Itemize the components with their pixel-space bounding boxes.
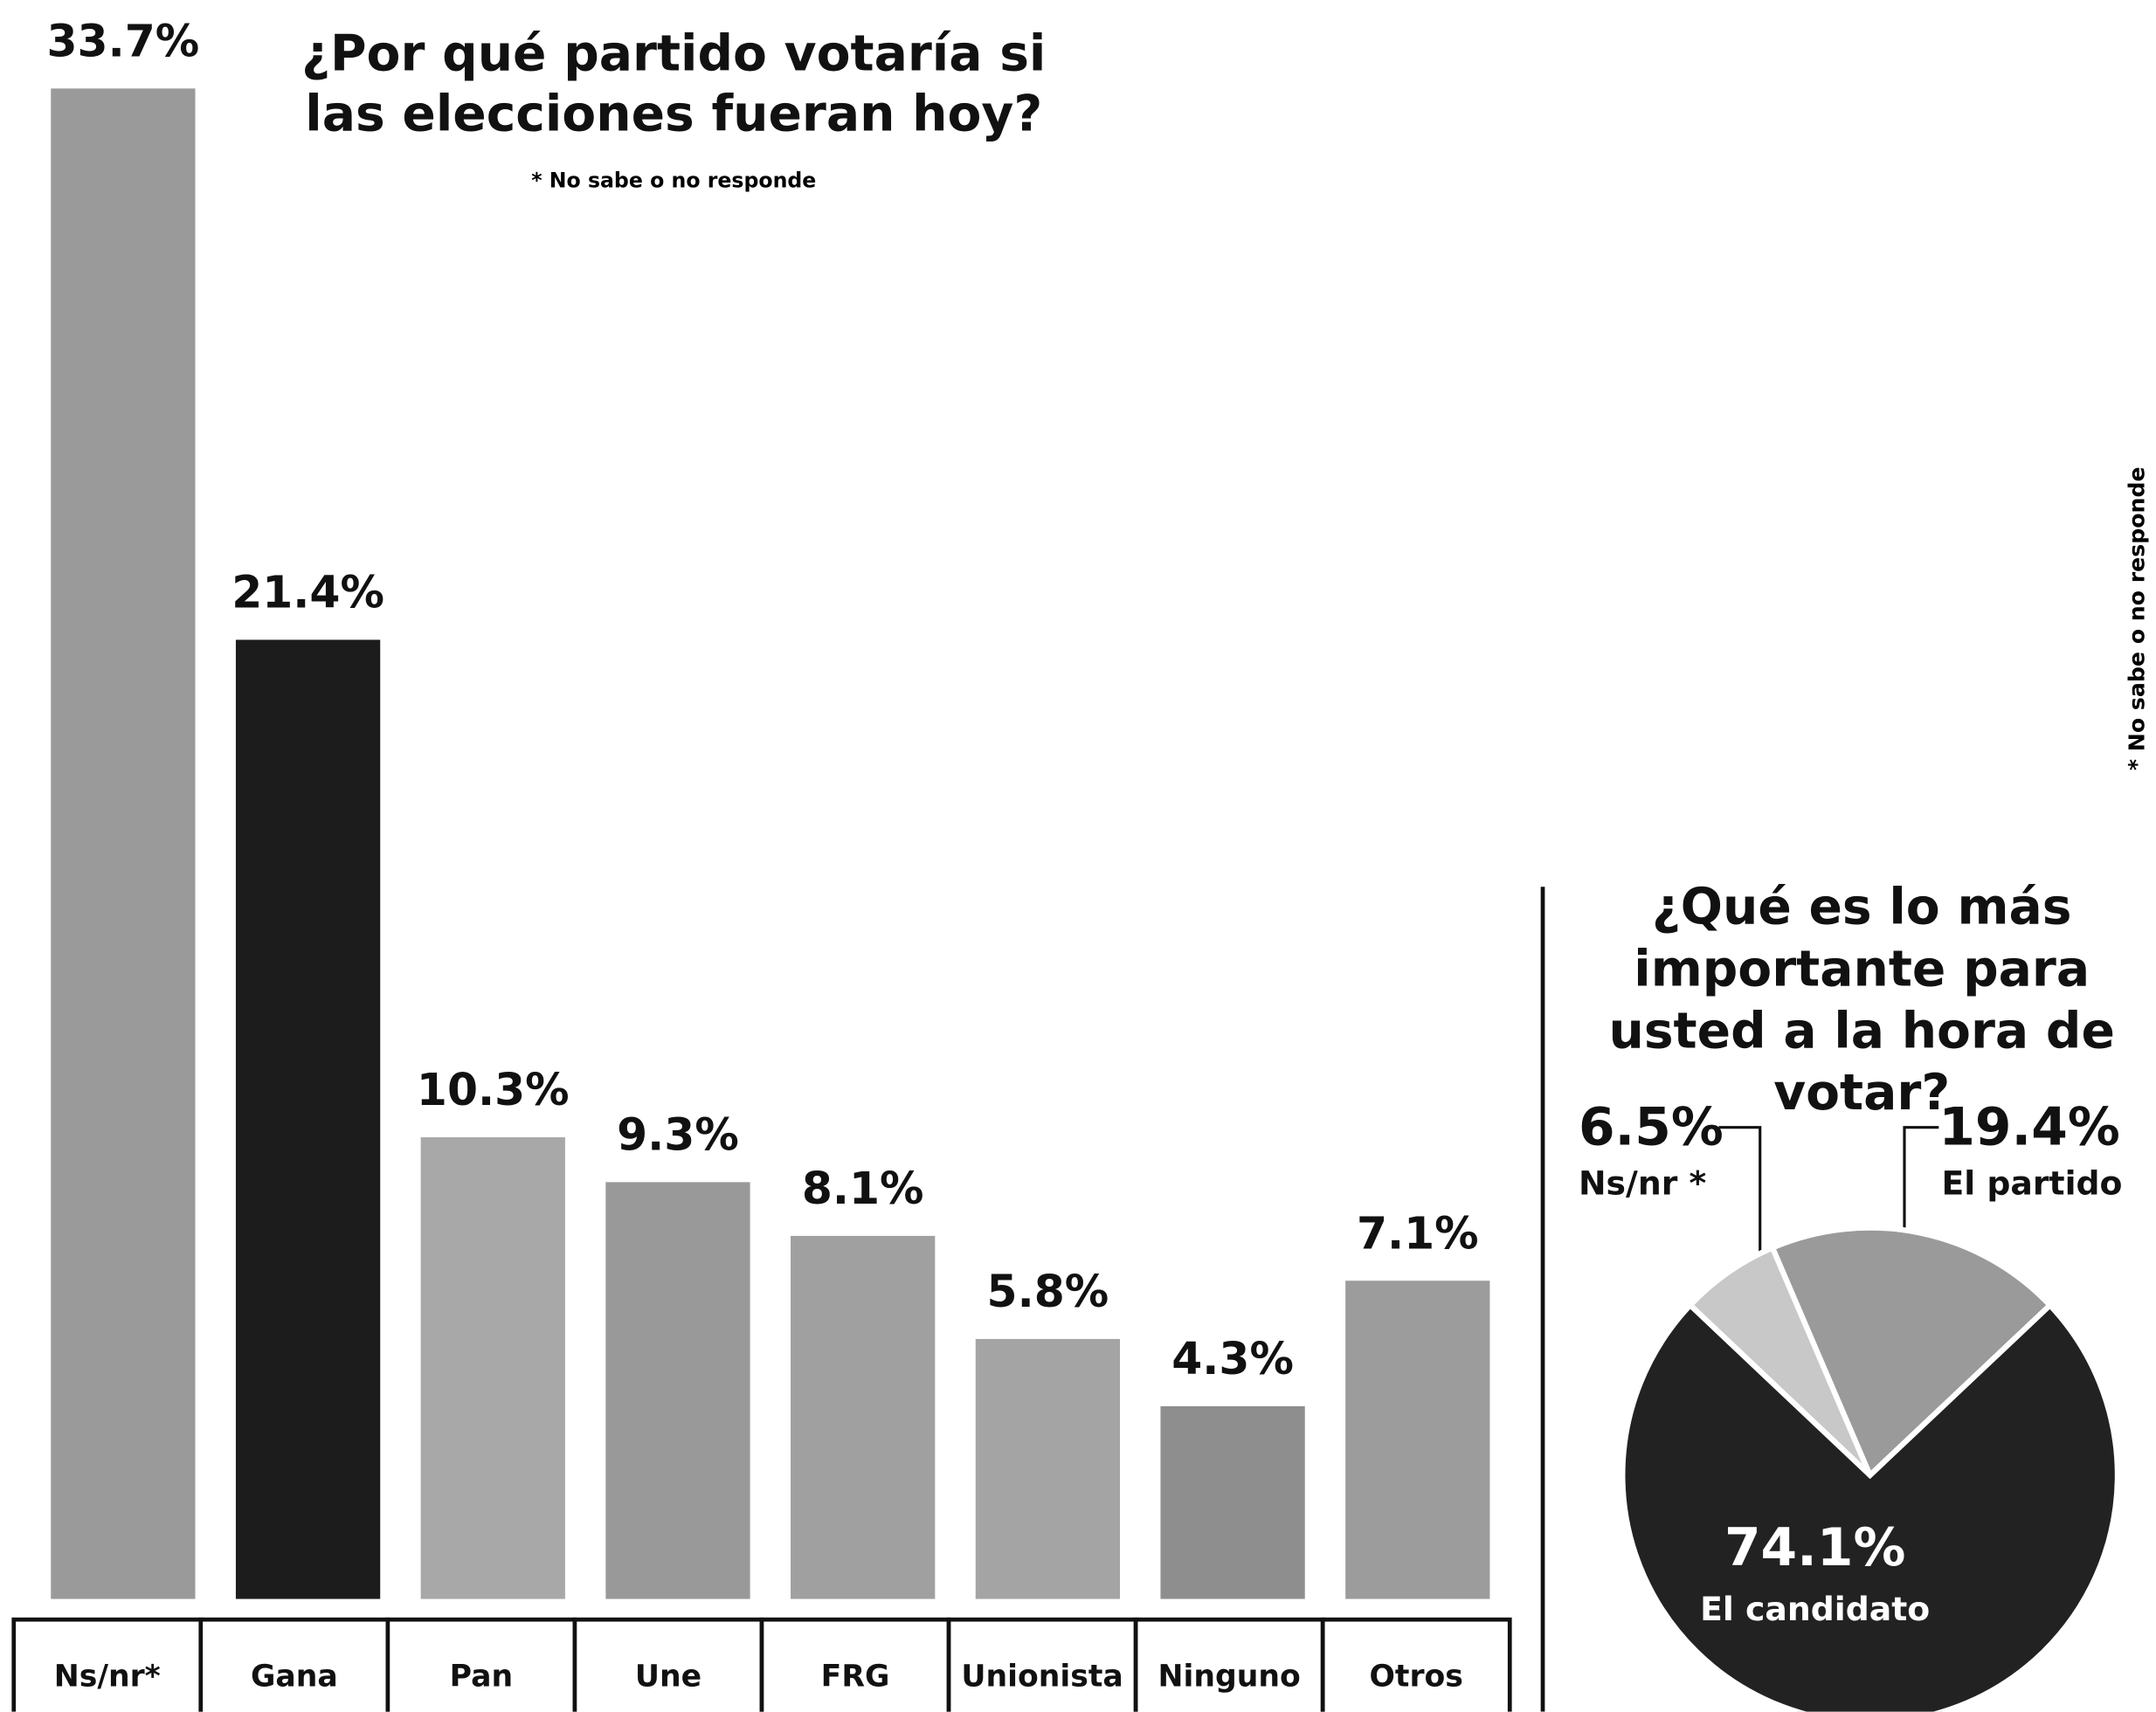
category-box <box>385 1617 577 1712</box>
category-label: Gana <box>251 1659 338 1694</box>
value-label: 4.3% <box>1171 1333 1294 1384</box>
bar <box>1160 1405 1305 1599</box>
category-label: Otros <box>1370 1659 1463 1694</box>
category-label: Ninguno <box>1158 1659 1301 1694</box>
value-label: 74.1% <box>1724 1517 1905 1578</box>
bar <box>791 1235 936 1599</box>
value-label: 8.1% <box>802 1163 924 1214</box>
value-label: 7.1% <box>1357 1207 1479 1259</box>
value-label: 5.8% <box>987 1266 1109 1317</box>
pie-note: * No sabe o no responde <box>2125 466 2150 770</box>
category-box <box>1320 1617 1512 1712</box>
category-label: Une <box>635 1659 701 1694</box>
category-label: Ns/nr* <box>54 1659 161 1694</box>
bar <box>1345 1281 1490 1599</box>
slice-label: Ns/nr * <box>1579 1163 1706 1202</box>
bar <box>605 1182 750 1599</box>
value-label: 33.7% <box>47 15 200 66</box>
category-box <box>946 1617 1138 1712</box>
category-label: Pan <box>450 1659 513 1694</box>
pie-slice <box>1620 1301 2121 1712</box>
bar <box>975 1338 1121 1599</box>
value-label: 19.4% <box>1938 1096 2119 1157</box>
category-label: FRG <box>821 1659 890 1694</box>
value-label: 9.3% <box>617 1108 739 1160</box>
category-box <box>198 1617 390 1712</box>
pie-title: ¿Qué es lo más importante para usted a l… <box>1608 880 2115 1122</box>
slice-label: El partido <box>1941 1163 2122 1202</box>
slice-label: El candidato <box>1700 1590 1930 1628</box>
value-label: 21.4% <box>231 567 384 618</box>
category-label: Unionista <box>961 1659 1123 1694</box>
value-label: 6.5% <box>1579 1096 1724 1157</box>
bar <box>420 1137 565 1599</box>
category-box <box>759 1617 951 1712</box>
pie-slice <box>1768 1225 2055 1481</box>
bar <box>235 639 381 1599</box>
bar-note: * No sabe o no responde <box>531 168 816 192</box>
category-box <box>11 1617 204 1712</box>
value-label: 10.3% <box>417 1064 570 1115</box>
bar <box>51 88 196 1599</box>
category-box <box>572 1617 764 1712</box>
bar-title: ¿Por qué partido votaría si las eleccion… <box>301 25 1047 143</box>
